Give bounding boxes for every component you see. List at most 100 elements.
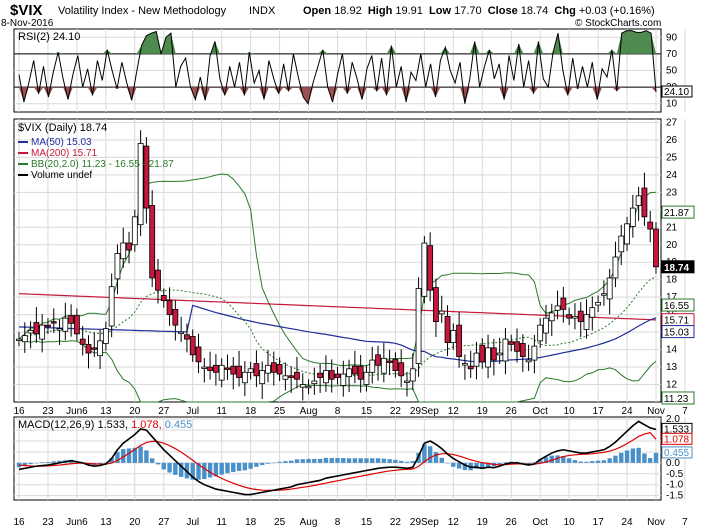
candle-body [404, 380, 410, 383]
x-tick-label: 7 [682, 406, 688, 417]
candle-body [566, 314, 573, 319]
candle-body [299, 384, 306, 388]
candle-body [45, 324, 51, 328]
macd-histogram-bar [277, 461, 282, 463]
candle-body [184, 334, 190, 340]
candle-body [276, 364, 283, 375]
macd-histogram-bar [45, 461, 51, 463]
macd-histogram-bar [39, 462, 45, 463]
macd-histogram-bar [387, 459, 392, 463]
x-tick-label: 29Sep [410, 406, 439, 417]
x-tick-label: 13 [100, 517, 112, 528]
macd-histogram-bar [555, 455, 560, 463]
open-label: Open [303, 5, 332, 17]
candle-body [282, 375, 289, 380]
candle-body [230, 365, 237, 375]
candle-body [624, 223, 630, 245]
macd-tick-label: -1.0 [666, 480, 684, 491]
candle-body [62, 317, 69, 332]
candle-body [369, 359, 376, 373]
ma50-line [18, 304, 657, 363]
macd-histogram-bar [456, 462, 462, 469]
price-value-box [661, 325, 695, 339]
close-value: 18.74 [520, 5, 549, 17]
price-legend-title: $VIX (Daily) 18.74 [18, 122, 107, 134]
price-tick-label: 26 [666, 135, 678, 146]
candle-body [102, 328, 109, 344]
watermark: © StockCharts.com [575, 18, 662, 29]
candle-body [595, 302, 601, 306]
low-value: 17.70 [454, 5, 482, 17]
x-tick-label: Nov [647, 406, 665, 417]
candle-body [641, 187, 648, 218]
macd-histogram-bar [254, 462, 259, 467]
macd-histogram-bar [242, 462, 248, 471]
macd-histogram-bar [51, 461, 56, 463]
candle-body [317, 372, 324, 378]
candle-body [409, 368, 416, 382]
macd-histogram-bar [584, 461, 589, 463]
macd-histogram-bar [335, 458, 340, 463]
candle-body [195, 346, 202, 363]
x-tick-label: 12 [448, 406, 460, 417]
price-tick-label: 18 [666, 275, 678, 286]
macd-histogram-bar [294, 459, 300, 463]
candle-body [606, 277, 613, 300]
macd-histogram-bar [393, 459, 398, 463]
macd-histogram-bar [288, 460, 294, 463]
price-tick-label: 20 [666, 240, 678, 251]
macd-histogram-bar [480, 462, 485, 469]
candle-body [120, 242, 127, 260]
candle-body [653, 228, 659, 268]
x-tick-label: 18 [245, 406, 257, 417]
macd-histogram-bar [422, 444, 427, 463]
macd-histogram-bar [34, 462, 39, 464]
quote-date: 8-Nov-2016 [1, 18, 54, 29]
x-tick-label: 17 [593, 406, 605, 417]
candle-body [166, 300, 173, 316]
candle-body [247, 368, 254, 373]
macd-histogram-bar [497, 462, 502, 465]
symbol: $VIX [10, 2, 43, 19]
candle-body [560, 297, 567, 310]
high-label: High [367, 5, 393, 17]
candle-body [519, 343, 526, 357]
candle-body [554, 305, 561, 311]
x-tick-label: 24 [621, 517, 633, 528]
macd-histogram-bar [404, 461, 410, 463]
candle-body [178, 331, 185, 335]
candle-body [421, 242, 428, 297]
macd-histogram-bar [399, 460, 404, 463]
candle-body [467, 365, 474, 370]
candle-body [311, 380, 318, 385]
macd-histogram-bar [178, 462, 184, 477]
candle-body [508, 341, 515, 345]
macd-histogram-bar [601, 460, 607, 463]
rsi-tick-label: 90 [666, 32, 678, 43]
macd-histogram-bar [260, 462, 265, 466]
price-legend-item: MA(200) 15.71 [31, 148, 98, 159]
candle-body [172, 309, 179, 326]
candle-body [502, 338, 509, 362]
x-tick-label: Jun6 [66, 406, 88, 417]
candle-body [39, 324, 46, 340]
macd-value-box [661, 432, 693, 445]
x-tick-label: 7 [682, 517, 688, 528]
macd-tick-label: -0.5 [666, 469, 684, 480]
macd-histogram-bar [207, 462, 213, 478]
macd-histogram-bar [317, 458, 323, 463]
candle-body [438, 310, 445, 315]
macd-histogram-bar [607, 458, 612, 463]
macd-histogram-bar [370, 458, 375, 463]
macd-histogram-bar [219, 462, 224, 475]
macd-histogram-bar [537, 459, 543, 463]
macd-histogram-bar [352, 458, 358, 463]
macd-histogram-bar [236, 462, 242, 471]
candle-body [224, 367, 231, 370]
candle-body [334, 373, 341, 378]
candle-body [270, 362, 277, 373]
candle-body [328, 370, 335, 380]
candle-body [74, 315, 80, 335]
candle-body [201, 366, 208, 369]
